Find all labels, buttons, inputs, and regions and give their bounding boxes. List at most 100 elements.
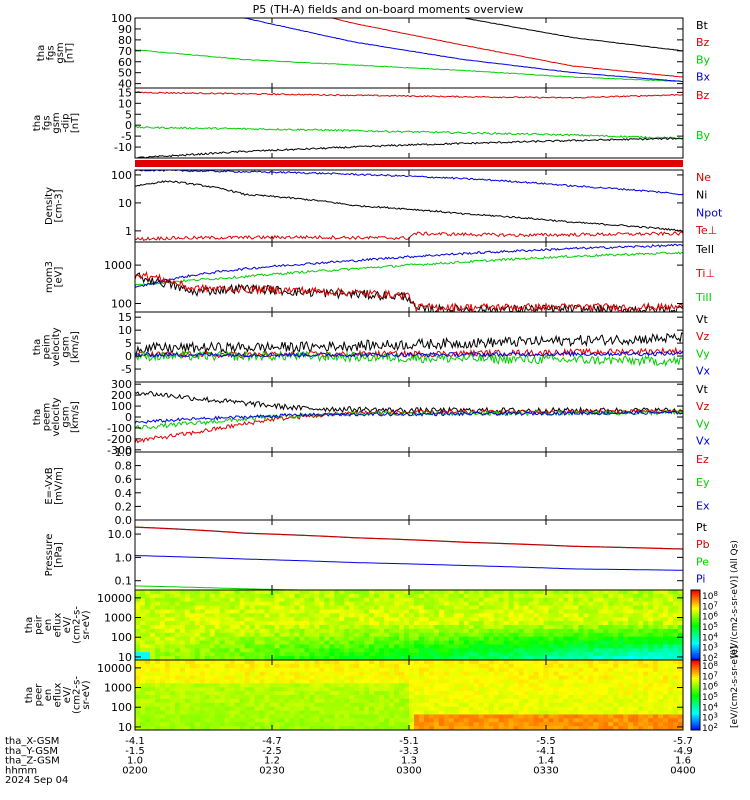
- spectrogram-cell: [154, 675, 161, 681]
- spectrogram-cell: [349, 718, 355, 723]
- spectrogram-cell: [184, 621, 191, 626]
- spectrogram-cell: [578, 687, 584, 692]
- spectrogram-cell: [518, 671, 525, 677]
- spectrogram-cell: [493, 652, 500, 657]
- spectrogram-cell: [523, 722, 530, 727]
- spectrogram-cell: [463, 671, 470, 677]
- spectrogram-cell: [294, 590, 300, 595]
- spectrogram-cell: [194, 671, 201, 677]
- spectrogram-cell: [354, 625, 360, 630]
- spectrogram-cell: [394, 601, 400, 607]
- spectrogram-cell: [603, 702, 609, 708]
- spectrogram-cell: [319, 648, 325, 653]
- spectrogram-cell: [668, 644, 674, 649]
- spectrogram-cell: [259, 652, 266, 657]
- spectrogram-cell: [488, 683, 495, 688]
- spectrogram-cell: [174, 656, 181, 660]
- spectrogram-cell: [314, 597, 320, 603]
- spectrogram-cell: [658, 698, 664, 704]
- spectrogram-cell: [249, 683, 256, 688]
- spectrogram-cell: [294, 640, 300, 646]
- spectrogram-cell: [364, 644, 370, 649]
- spectrogram-cell: [135, 648, 141, 653]
- spectrogram-cell: [643, 660, 649, 665]
- spectrogram-cell: [423, 698, 430, 704]
- spectrogram-cell: [448, 663, 455, 669]
- spectrogram-cell: [135, 617, 141, 622]
- spectrogram-cell: [593, 621, 599, 626]
- spectrogram-cell: [603, 644, 609, 649]
- spectrogram-cell: [309, 663, 315, 669]
- spectrogram-cell: [139, 698, 146, 704]
- spectrogram-cell: [533, 660, 540, 665]
- spectrogram-cell: [269, 605, 276, 611]
- series-Ne: [135, 180, 683, 232]
- spectrogram-cell: [279, 706, 286, 712]
- spectrogram-cell: [553, 675, 560, 681]
- spectrogram-cell: [244, 679, 251, 684]
- spectrogram-cell: [608, 617, 614, 622]
- spectrogram-cell: [623, 648, 629, 653]
- spectrogram-cell: [364, 675, 370, 681]
- spectrogram-cell: [274, 667, 281, 673]
- spectrogram-cell: [135, 644, 141, 649]
- spectrogram-cell: [179, 714, 186, 719]
- spectrogram-cell: [174, 722, 181, 727]
- spectrogram-cell: [633, 714, 639, 719]
- spectrogram-cell: [229, 679, 236, 684]
- spectrogram-cell: [433, 722, 440, 727]
- spectrogram-cell: [214, 640, 221, 646]
- spectrogram-cell: [159, 698, 166, 704]
- series-Bt: [461, 18, 683, 52]
- spectrogram-cell: [558, 644, 565, 649]
- spectrogram-cell: [159, 601, 166, 607]
- spectrogram-cell: [224, 636, 231, 642]
- spectrogram-cell: [423, 628, 430, 634]
- spectrogram-cell: [139, 621, 146, 626]
- spectrogram-cell: [598, 710, 604, 716]
- spectrogram-cell: [638, 628, 644, 634]
- spectrogram-cell: [633, 640, 639, 646]
- spectrogram-cell: [458, 601, 465, 607]
- spectrogram-cell: [144, 617, 151, 622]
- spectrogram-cell: [319, 601, 325, 607]
- spectrogram-cell: [498, 726, 505, 730]
- spectrogram-cell: [284, 714, 291, 719]
- spectrogram-cell: [568, 714, 574, 719]
- spectrogram-cell: [633, 609, 639, 614]
- spectrogram-cell: [518, 691, 525, 696]
- spectrogram-cell: [478, 663, 485, 669]
- spectrogram-cell: [314, 609, 320, 614]
- spectrogram-cell: [468, 675, 475, 681]
- spectrogram-cell: [154, 613, 161, 618]
- spectrogram-cell: [404, 714, 410, 719]
- spectrogram-cell: [264, 710, 271, 716]
- spectrogram-cell: [209, 710, 216, 716]
- spectrogram-cell: [229, 648, 236, 653]
- spectrogram-cell: [394, 632, 400, 638]
- spectrogram-cell: [418, 718, 425, 723]
- spectrogram-cell: [598, 691, 604, 696]
- spectrogram-cell: [458, 722, 465, 727]
- spectrogram-cell: [438, 652, 445, 657]
- spectrogram-cell: [229, 656, 236, 660]
- spectrogram-cell: [473, 632, 480, 638]
- spectrogram-cell: [418, 683, 425, 688]
- spectrogram-cell: [204, 644, 211, 649]
- spectrogram-cell: [339, 644, 345, 649]
- spectrogram-cell: [144, 691, 151, 696]
- spectrogram-cell: [468, 691, 475, 696]
- spectrogram-cell: [184, 644, 191, 649]
- spectrogram-cell: [159, 632, 166, 638]
- spectrogram-cell: [603, 695, 609, 700]
- colorbar-band: [691, 616, 700, 619]
- spectrogram-cell: [553, 722, 560, 727]
- spectrogram-cell: [618, 636, 624, 642]
- spectrogram-cell: [334, 695, 340, 700]
- spectrogram-cell: [583, 593, 589, 599]
- spectrogram-cell: [463, 660, 470, 665]
- spectrogram-cell: [314, 722, 320, 727]
- spectrogram-cell: [508, 702, 515, 708]
- spectrogram-cell: [583, 636, 589, 642]
- colorbar-band: [691, 660, 700, 663]
